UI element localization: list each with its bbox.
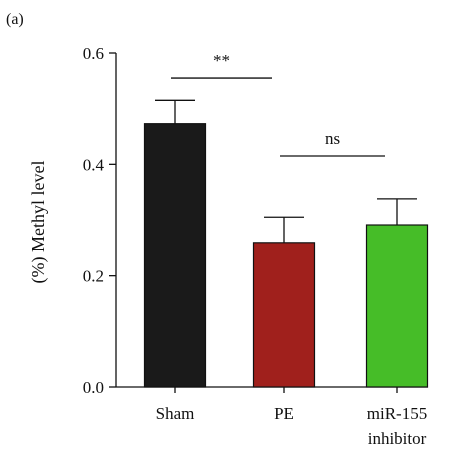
y-tick-label: 0.0 (83, 378, 104, 397)
bar (143, 123, 207, 388)
significance-label: ** (213, 51, 230, 70)
x-tick-labels: Sham PE miR-155 inhibitor (156, 387, 427, 448)
x-tick-label: inhibitor (368, 429, 427, 448)
panel-label: (a) (6, 11, 24, 28)
significance-label: ns (325, 129, 340, 148)
bar (365, 224, 429, 388)
bar (252, 242, 316, 388)
bars (143, 123, 429, 388)
y-ticks: 0.0 0.2 0.4 0.6 (83, 44, 116, 397)
y-tick-label: 0.4 (83, 155, 105, 174)
x-tick-label: Sham (156, 404, 195, 423)
significance-annotations: ** ns (171, 51, 385, 157)
y-axis-label: (%) Methyl level (28, 161, 49, 284)
y-tick-label: 0.6 (83, 44, 104, 63)
y-tick-label: 0.2 (83, 267, 104, 286)
x-tick-label: PE (274, 404, 294, 423)
error-bars (155, 99, 417, 243)
x-tick-label: miR-155 (367, 404, 427, 423)
